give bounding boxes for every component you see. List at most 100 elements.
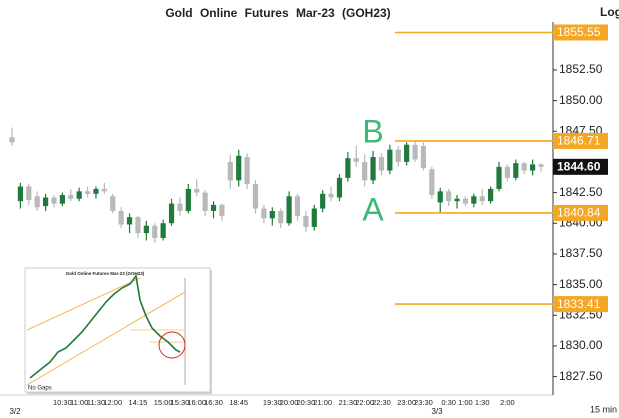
x-tick-label: 11:30 xyxy=(87,398,105,407)
x-tick-label: 21:00 xyxy=(313,398,332,407)
candle-body xyxy=(68,195,74,199)
candle-body xyxy=(496,166,502,189)
level-label: 1833.41 xyxy=(557,297,601,311)
x-tick-label: 11:00 xyxy=(70,398,88,407)
candle-body xyxy=(252,184,259,209)
x-tick-label: 19:30 xyxy=(263,398,282,407)
inset-title: Gold Online Futures Mar-23 (GOH23) xyxy=(66,271,145,276)
chart-title: Gold Online Futures Mar-23 (GOH23) xyxy=(165,6,390,20)
candle-body xyxy=(84,191,91,194)
x-tick-label: 10:30 xyxy=(53,398,72,407)
level-label: 1855.55 xyxy=(557,25,601,39)
x-tick-label: 21:30 xyxy=(338,398,357,407)
candle-body xyxy=(286,196,292,224)
candle-body xyxy=(303,215,309,227)
candle-body xyxy=(244,157,250,185)
scale-label: Log xyxy=(600,5,619,19)
x-tick-label: 23:00 xyxy=(397,398,416,407)
candle-body xyxy=(160,223,166,238)
candle-body xyxy=(420,145,427,169)
candle-body xyxy=(185,188,191,211)
x-tick-label: 20:00 xyxy=(280,398,299,407)
candle-body xyxy=(135,217,141,234)
inset-channel xyxy=(26,277,141,331)
candle-body xyxy=(530,164,536,171)
candle-body xyxy=(236,155,242,181)
x-tick-label: 22:00 xyxy=(355,398,374,407)
candle-body xyxy=(404,144,410,162)
x-tick-label: 0:30 xyxy=(441,398,456,407)
x-tick-label: 22:30 xyxy=(372,398,391,407)
level-label-box xyxy=(553,132,608,149)
candle-body xyxy=(110,196,116,211)
x-tick-label: 14:15 xyxy=(129,398,148,407)
x-tick-label: 16:00 xyxy=(187,398,206,407)
candle-body xyxy=(34,196,40,208)
candle-body xyxy=(370,157,376,181)
candle-body xyxy=(320,193,326,209)
candle-body xyxy=(219,204,225,216)
level-label-box xyxy=(553,204,608,221)
candle-body xyxy=(143,225,149,234)
x-tick-label: 15:30 xyxy=(171,398,190,407)
date-label: 3/3 xyxy=(431,407,443,416)
candle-body xyxy=(395,149,401,162)
candles xyxy=(9,127,544,243)
inset-price xyxy=(29,274,181,379)
candle-body xyxy=(454,198,460,202)
y-tick-label: 1852.50 xyxy=(559,62,603,76)
inset-highlight xyxy=(158,331,186,359)
level-label: 1846.71 xyxy=(557,134,601,148)
candle-body xyxy=(26,186,32,200)
candle-body xyxy=(118,210,124,225)
candle-body xyxy=(202,192,208,211)
y-tick-label: 1842.50 xyxy=(559,185,603,199)
candle-body xyxy=(387,149,393,171)
level-label-box xyxy=(553,296,608,313)
candle-body xyxy=(17,186,23,202)
inset-channel xyxy=(26,291,186,386)
candle-body xyxy=(51,197,57,204)
y-tick-label: 1830.00 xyxy=(559,338,603,352)
candle-body xyxy=(194,188,200,193)
candle-body xyxy=(362,161,368,181)
candle-body xyxy=(93,188,99,194)
candle-body xyxy=(504,166,511,178)
candle-body xyxy=(353,158,359,162)
annotation: B xyxy=(362,113,383,149)
y-tick-label: 1850.00 xyxy=(559,93,603,107)
candle-body xyxy=(294,196,301,216)
x-tick-label: 23:30 xyxy=(414,398,433,407)
x-tick-label: 18:45 xyxy=(229,398,248,407)
candle-body xyxy=(538,164,544,167)
x-tick-label: 2:00 xyxy=(500,398,515,407)
candle-body xyxy=(479,196,485,202)
candle-body xyxy=(412,144,418,160)
candle-body xyxy=(101,188,107,192)
interval-label: 15 min xyxy=(590,404,617,414)
candle-body xyxy=(336,177,343,198)
y-tick-label: 1837.50 xyxy=(559,246,603,260)
candle-body xyxy=(429,169,435,196)
candle-body xyxy=(42,197,49,207)
candle-body xyxy=(261,208,267,219)
x-tick-label: 16:30 xyxy=(204,398,223,407)
candle-body xyxy=(278,210,284,224)
x-tick-label: 1:00 xyxy=(458,398,473,407)
candle-body xyxy=(462,198,469,204)
candle-body xyxy=(227,161,233,181)
candle-body xyxy=(177,203,183,211)
y-tick-label: 1835.00 xyxy=(559,277,603,291)
candle-body xyxy=(76,191,82,199)
candle-body xyxy=(513,163,519,178)
candle-body xyxy=(345,158,351,178)
level-label-box xyxy=(553,24,608,41)
candle-body xyxy=(269,210,275,219)
candle-body xyxy=(521,163,527,171)
last-price-label: 1844.60 xyxy=(557,160,601,174)
annotation: A xyxy=(362,191,384,227)
candle-body xyxy=(210,204,217,211)
candle-body xyxy=(126,217,133,225)
candle-body xyxy=(471,196,477,204)
